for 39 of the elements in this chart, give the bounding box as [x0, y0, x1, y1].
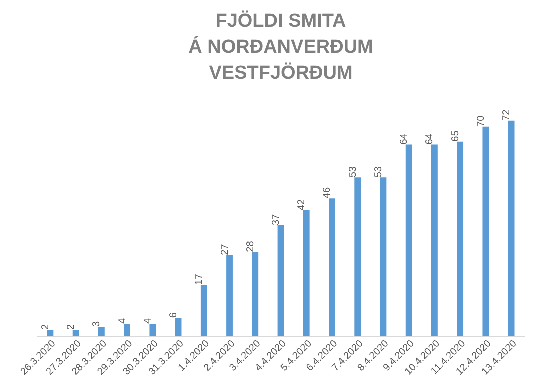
data-label: 42: [296, 198, 308, 211]
bar: [354, 178, 362, 336]
data-label: 37: [271, 214, 282, 226]
bar: [47, 330, 54, 336]
bar: [200, 285, 208, 336]
data-label: 3: [92, 321, 103, 328]
data-label: 28: [245, 240, 256, 252]
data-label: 4: [142, 318, 154, 324]
bar: [329, 198, 336, 336]
data-label: 46: [322, 187, 334, 199]
bar: [150, 324, 156, 336]
data-label: 64: [424, 133, 436, 145]
data-label: 65: [450, 130, 462, 142]
bar: [457, 142, 464, 336]
bar: [406, 144, 412, 336]
data-label: 2: [66, 324, 78, 330]
data-label: 53: [348, 166, 359, 178]
bar: [432, 144, 438, 336]
bar: [303, 210, 310, 336]
data-label: 53: [373, 166, 384, 178]
data-label: 72: [502, 109, 513, 121]
chart-title: FJÖLDI SMITA Á NORÐANVERÐUM VESTFJÖRÐUM: [188, 10, 374, 84]
bar: [482, 126, 490, 336]
bar: [508, 120, 515, 336]
bar: [380, 178, 387, 336]
bar: [72, 330, 80, 336]
data-label: 64: [399, 133, 410, 145]
data-label: 70: [476, 115, 487, 127]
data-label: 4: [117, 318, 128, 324]
bar: [226, 255, 233, 336]
data-label: 2: [40, 324, 52, 330]
bar: [252, 252, 259, 336]
data-label: 17: [194, 274, 206, 286]
bar: [175, 318, 182, 336]
bar: [124, 324, 130, 336]
bar: [98, 327, 105, 336]
data-label: 27: [220, 244, 231, 256]
data-label: 6: [168, 312, 180, 318]
bar: [278, 225, 284, 336]
